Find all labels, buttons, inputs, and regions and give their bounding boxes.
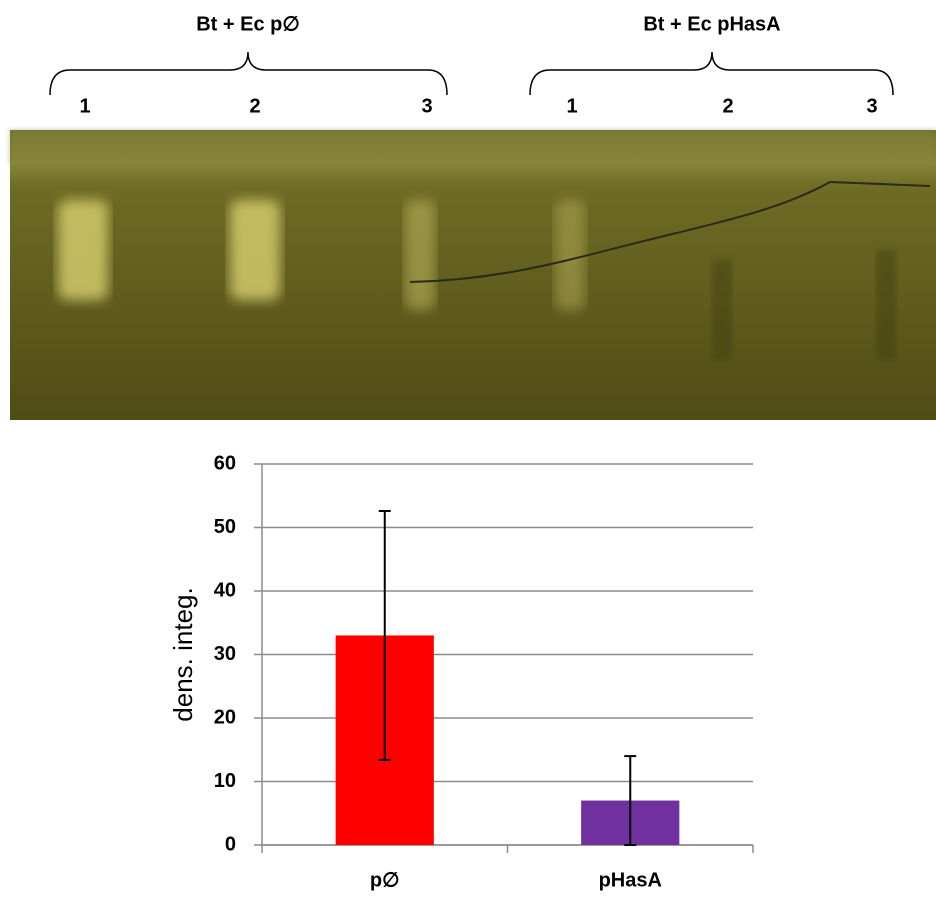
lane-label: 2 [722,95,733,117]
y-tick-label: 0 [225,833,236,855]
y-tick-label: 20 [214,706,236,728]
group-title: Bt + Ec p∅ [196,13,300,35]
x-tick-label: pHasA [599,869,662,891]
y-tick-label: 10 [214,770,236,792]
x-tick-label: p∅ [370,869,400,891]
group-title: Bt + Ec pHasA [643,13,780,35]
y-tick-label: 60 [214,452,236,474]
lane-label: 2 [249,95,260,117]
lane-label: 1 [566,95,577,117]
lane-label: 1 [79,95,90,117]
y-tick-label: 50 [214,516,236,538]
lane-label: 3 [421,95,432,117]
y-tick-label: 40 [214,579,236,601]
gel-photo [10,130,936,420]
y-tick-label: 30 [214,643,236,665]
lane-label: 3 [866,95,877,117]
y-axis-title: dens. integ. [168,587,198,721]
